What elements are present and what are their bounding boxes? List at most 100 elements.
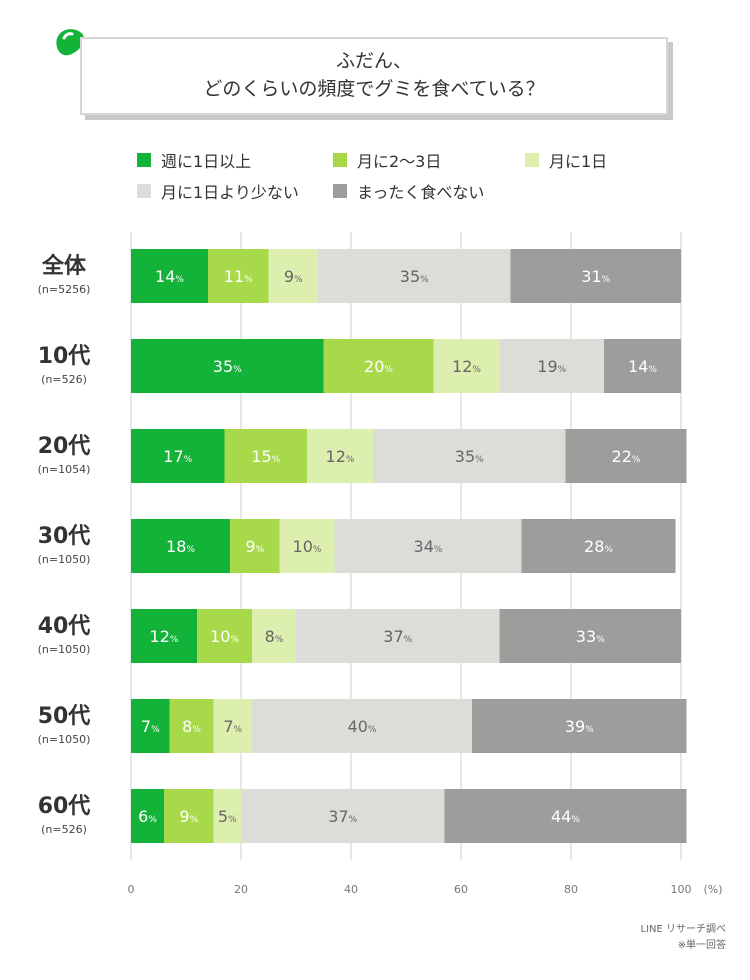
row-label-all: 全体 (n=5256) — [0, 254, 128, 298]
legend-label: 月に1日 — [549, 152, 608, 171]
legend-swatch — [333, 153, 347, 167]
data-label-unit: % — [272, 455, 281, 465]
legend-label: 月に2〜3日 — [357, 152, 442, 171]
row-category: 30代 — [37, 524, 91, 549]
legend-label: 週に1日以上 — [161, 152, 252, 171]
data-label-unit: % — [186, 545, 195, 555]
data-label-unit: % — [632, 455, 641, 465]
bar-segment — [230, 519, 280, 573]
data-label-unit: % — [233, 365, 242, 375]
bar-segment — [208, 249, 269, 303]
legend-item-monthly-1: 月に1日 — [525, 148, 607, 172]
row-category: 40代 — [37, 614, 91, 639]
legend-item-monthly-2-3: 月に2〜3日 — [333, 148, 441, 172]
data-label-unit: % — [604, 545, 613, 555]
answer-note: ※単一回答 — [677, 940, 726, 951]
chart-title-line-1: ふだん、 — [335, 50, 412, 72]
bar-segment — [131, 429, 225, 483]
bar-segment — [499, 609, 681, 663]
bar-segment — [472, 699, 687, 753]
bar-segment — [213, 789, 241, 843]
row-sample-size: (n=1054) — [37, 463, 91, 476]
data-label-unit: % — [558, 365, 567, 375]
data-label-unit: % — [349, 815, 358, 825]
row-category: 全体 — [41, 254, 86, 279]
x-tick-label: 20 — [234, 883, 248, 896]
data-label-unit: % — [275, 635, 284, 645]
bean-icon — [56, 29, 85, 56]
legend-item-less-than-monthly: 月に1日より少ない — [137, 179, 299, 203]
row-sample-size: (n=526) — [41, 373, 87, 386]
data-label-unit: % — [602, 275, 611, 285]
data-label-unit: % — [404, 635, 413, 645]
bar-segment — [213, 699, 252, 753]
data-label-unit: % — [571, 815, 580, 825]
title-box: ふだん、 どのくらいの頻度でグミを食べている？ — [80, 37, 668, 115]
bar-segment — [131, 339, 324, 393]
bar-segment — [164, 789, 214, 843]
data-label-unit: % — [475, 455, 484, 465]
bar-segment — [318, 249, 511, 303]
data-label-unit: % — [368, 725, 377, 735]
row-label-60s: 60代 (n=526) — [0, 794, 128, 838]
row-label-30s: 30代 (n=1050) — [0, 524, 128, 568]
bar-segment — [510, 249, 681, 303]
data-label-unit: % — [434, 545, 443, 555]
data-label-unit: % — [234, 725, 243, 735]
x-axis-unit: (%) — [703, 883, 722, 896]
bar-segment — [373, 429, 566, 483]
bar-segment — [296, 609, 500, 663]
data-label-unit: % — [244, 275, 253, 285]
row-label-40s: 40代 (n=1050) — [0, 614, 128, 658]
row-label-10s: 10代 (n=526) — [0, 344, 128, 388]
x-tick-label: 0 — [128, 883, 135, 896]
x-tick-label: 100 — [671, 883, 692, 896]
bar-segment — [604, 339, 681, 393]
bar-segment — [131, 519, 230, 573]
bar-segment — [279, 519, 335, 573]
data-label-unit: % — [648, 365, 657, 375]
row-label-20s: 20代 (n=1054) — [0, 434, 128, 478]
row-label-50s: 50代 (n=1050) — [0, 704, 128, 748]
legend: 週に1日以上 月に2〜3日 月に1日 月に1日より少ない まったく食べない — [137, 148, 657, 208]
bar-segment — [131, 609, 197, 663]
data-label-unit: % — [190, 815, 199, 825]
legend-swatch — [333, 184, 347, 198]
data-label-unit: % — [346, 455, 355, 465]
x-tick-label: 60 — [454, 883, 468, 896]
bar-segment — [444, 789, 687, 843]
row-sample-size: (n=5256) — [37, 283, 91, 296]
data-label-unit: % — [230, 635, 239, 645]
row-category: 20代 — [37, 434, 91, 459]
row-sample-size: (n=1050) — [37, 553, 91, 566]
bar-segment — [131, 699, 170, 753]
bar-segment — [521, 519, 676, 573]
chart-title-line-2: どのくらいの頻度でグミを食べている？ — [203, 78, 545, 100]
row-category: 50代 — [37, 704, 91, 729]
data-label-unit: % — [175, 275, 184, 285]
bar-segment — [241, 789, 445, 843]
data-label-unit: % — [228, 815, 237, 825]
legend-label: まったく食べない — [357, 183, 485, 202]
bar-segment — [565, 429, 687, 483]
legend-item-never: まったく食べない — [333, 179, 484, 203]
row-category: 10代 — [37, 344, 91, 369]
data-label-unit: % — [151, 725, 160, 735]
bar-segment — [169, 699, 214, 753]
row-sample-size: (n=1050) — [37, 643, 91, 656]
bar-segment — [224, 429, 307, 483]
data-label-unit: % — [256, 545, 265, 555]
legend-swatch — [137, 184, 151, 198]
row-sample-size: (n=1050) — [37, 733, 91, 746]
bar-segment — [334, 519, 522, 573]
data-label-unit: % — [192, 725, 201, 735]
source-note: LINE リサーチ調べ ※単一回答 — [641, 922, 727, 954]
data-label-unit: % — [472, 365, 481, 375]
bar-segment — [252, 609, 296, 663]
data-label-unit: % — [585, 725, 594, 735]
bar-segment — [268, 249, 318, 303]
legend-item-weekly: 週に1日以上 — [137, 148, 251, 172]
data-label-unit: % — [294, 275, 303, 285]
bar-segment — [323, 339, 434, 393]
